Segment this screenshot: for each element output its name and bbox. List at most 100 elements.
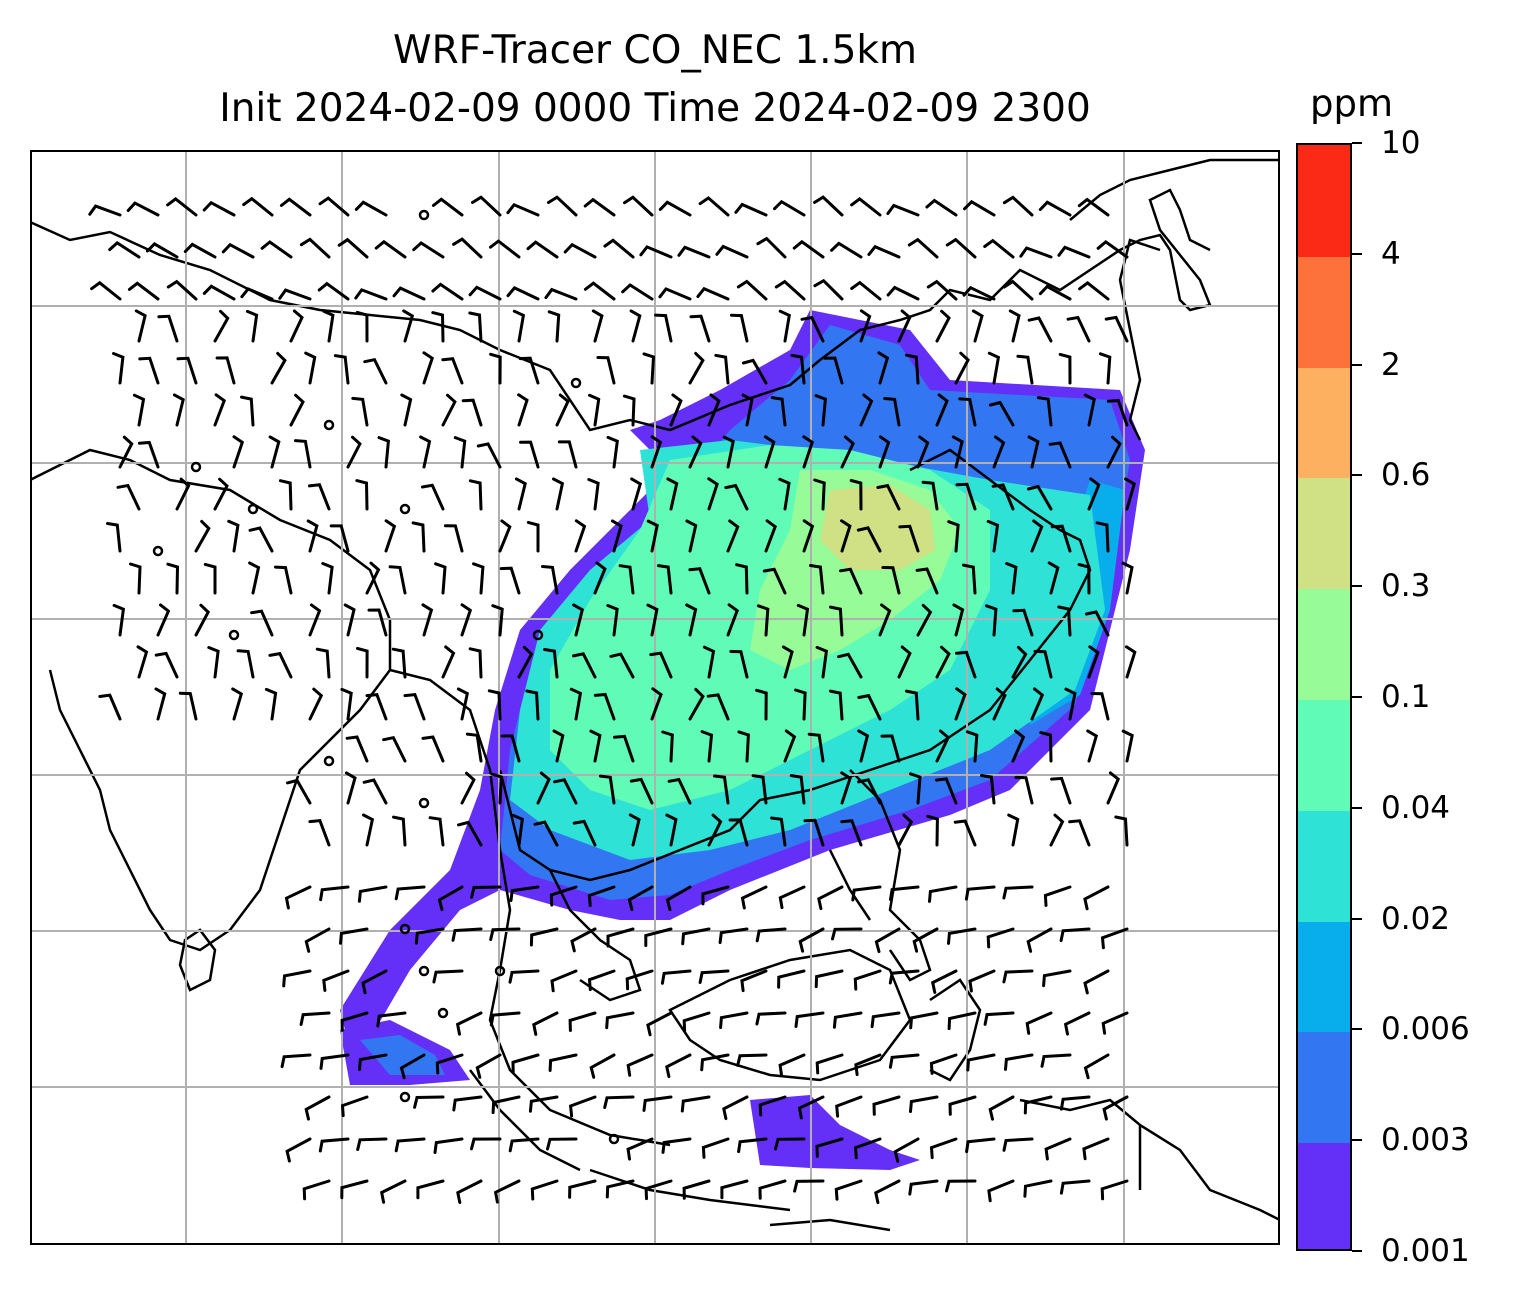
wind-barb xyxy=(696,286,730,301)
wind-barb xyxy=(1096,240,1129,259)
wind-barb xyxy=(618,564,635,595)
wind-barb xyxy=(737,1137,768,1154)
wind-barb xyxy=(897,645,912,679)
calm-wind-marker xyxy=(399,923,411,935)
wind-barb xyxy=(391,647,407,679)
colorbar-band xyxy=(1298,699,1350,811)
wind-barb xyxy=(1058,352,1072,385)
calm-wind-marker xyxy=(247,503,259,515)
wind-barb xyxy=(654,313,673,343)
wind-barb xyxy=(628,813,641,847)
wind-barb xyxy=(606,604,619,637)
wind-barb xyxy=(656,564,673,595)
wind-barb xyxy=(172,393,185,427)
wind-barb xyxy=(1124,645,1137,679)
wind-barb xyxy=(800,315,825,343)
calm-wind-marker xyxy=(608,1133,620,1145)
wind-barb xyxy=(986,519,1000,553)
calm-wind-marker xyxy=(323,755,335,767)
map-canvas xyxy=(30,150,1280,1245)
wind-barb xyxy=(935,645,951,679)
calm-wind-marker xyxy=(228,629,240,641)
wind-barb xyxy=(1077,197,1110,217)
wind-barb xyxy=(456,687,470,721)
wind-barb xyxy=(129,562,142,595)
wind-barb xyxy=(487,689,502,721)
wind-barb xyxy=(926,279,958,301)
wind-barb xyxy=(416,1179,445,1200)
wind-barb xyxy=(926,814,939,847)
wind-barb xyxy=(700,730,714,763)
wind-barb xyxy=(343,603,356,637)
wind-barb xyxy=(859,309,872,343)
wind-barb xyxy=(382,735,407,763)
wind-barb xyxy=(413,1095,445,1109)
wind-barb xyxy=(526,240,559,259)
wind-barb xyxy=(1014,775,1034,805)
wind-barb xyxy=(880,734,901,763)
wind-barb xyxy=(794,688,807,721)
colorbar-band xyxy=(1298,588,1350,700)
wind-barb xyxy=(763,435,776,469)
wind-barb xyxy=(991,483,1015,511)
wind-barb xyxy=(308,483,331,511)
wind-barb xyxy=(528,1095,559,1113)
calm-wind-marker xyxy=(494,965,506,977)
wind-barb xyxy=(587,969,616,992)
wind-barb xyxy=(980,774,996,805)
wind-barb xyxy=(461,398,483,427)
coastline-new-guinea xyxy=(1019,1098,1280,1222)
wind-barb xyxy=(268,651,293,679)
wind-barb xyxy=(646,1011,673,1037)
wind-barb xyxy=(470,885,502,899)
wind-barb xyxy=(166,197,198,217)
wind-barb xyxy=(809,564,825,595)
wind-barb xyxy=(356,646,369,679)
field-island-east xyxy=(750,1095,920,1170)
wind-barb xyxy=(472,562,485,595)
calm-wind-marker xyxy=(437,1007,449,1019)
wind-barb xyxy=(680,1095,711,1113)
wind-barb xyxy=(137,440,160,469)
wind-barb xyxy=(202,200,236,217)
wind-barb xyxy=(605,1011,635,1030)
wind-barb xyxy=(106,522,122,553)
wind-barb xyxy=(840,771,852,805)
wind-barb xyxy=(517,393,529,427)
wind-barb xyxy=(1102,1095,1129,1121)
wind-barb xyxy=(550,969,578,993)
wind-barb xyxy=(877,351,890,385)
wind-barb xyxy=(774,279,806,301)
wind-barb xyxy=(756,604,770,637)
wind-barb xyxy=(688,567,711,595)
wind-barb xyxy=(876,483,901,511)
wind-barb xyxy=(443,524,464,553)
wind-barb xyxy=(355,310,369,343)
wind-barb xyxy=(661,1137,692,1154)
wind-barb xyxy=(854,1053,882,1077)
wind-barb xyxy=(1012,608,1034,637)
wind-barb xyxy=(1011,729,1026,763)
wind-barb xyxy=(475,1053,502,1079)
wind-barb xyxy=(1049,813,1065,847)
wind-barb xyxy=(203,562,217,595)
wind-barb xyxy=(701,885,730,906)
wind-barb xyxy=(681,927,711,946)
wind-barb xyxy=(489,352,502,385)
wind-barb xyxy=(623,195,654,217)
map-title-line1: WRF-Tracer CO_NEC 1.5km xyxy=(393,28,917,73)
colorbar-band xyxy=(1298,255,1350,368)
wind-barb xyxy=(666,477,679,511)
wind-barb xyxy=(698,969,730,984)
wind-barb xyxy=(270,351,287,385)
wind-barb xyxy=(340,1179,369,1200)
wind-barb xyxy=(394,885,426,901)
wind-barb xyxy=(340,687,353,721)
wind-barb xyxy=(777,969,806,989)
wind-barb xyxy=(318,1137,350,1153)
wind-barb xyxy=(770,816,787,847)
wind-barb xyxy=(156,603,171,637)
wind-barb xyxy=(700,1053,730,1072)
wind-barb xyxy=(886,203,920,217)
wind-barb xyxy=(741,393,754,427)
